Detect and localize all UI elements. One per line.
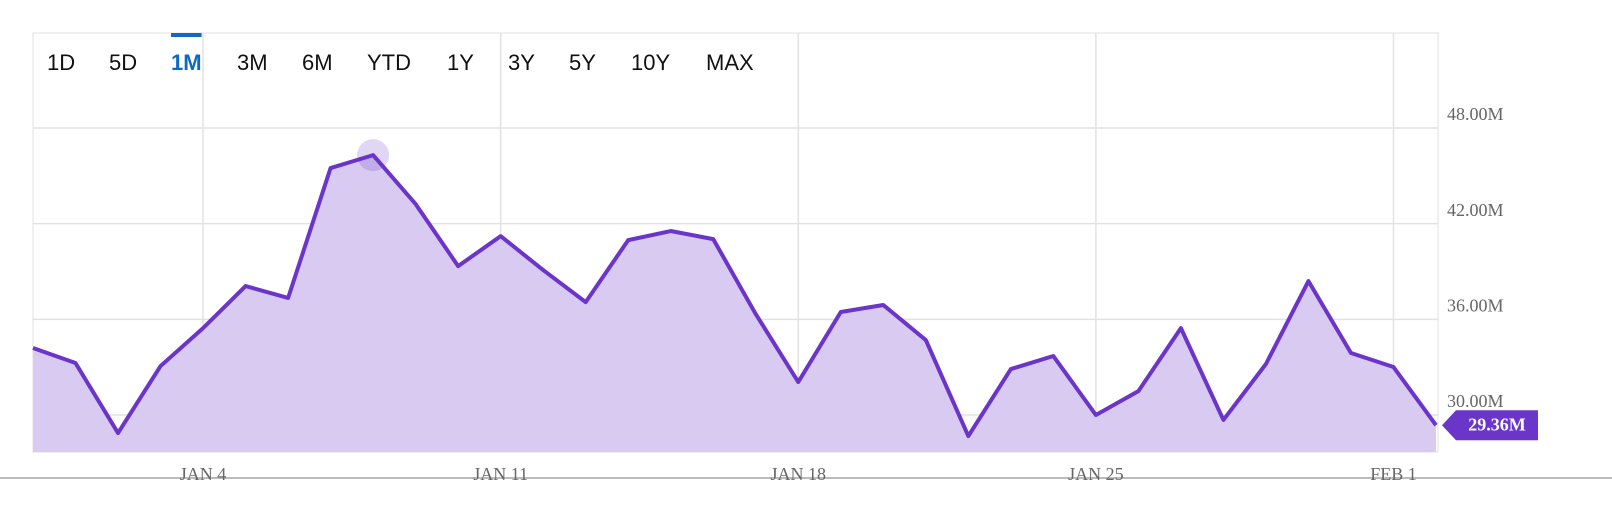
value-label-bg [1442, 410, 1538, 441]
range-button[interactable]: YTD [367, 50, 411, 75]
value-label: 29.36M [1468, 414, 1526, 434]
range-button[interactable]: 1Y [447, 50, 474, 75]
range-button[interactable]: 5Y [569, 50, 596, 75]
x-tick-label: FEB 1 [1370, 464, 1417, 484]
x-tick-label: JAN 4 [180, 464, 227, 484]
range-button[interactable]: 6M [302, 50, 333, 75]
y-tick-label: 36.00M [1447, 295, 1504, 315]
range-button[interactable]: 3M [237, 50, 268, 75]
range-button[interactable]: 1D [47, 50, 75, 75]
y-tick-label: 48.00M [1447, 104, 1504, 124]
range-indicator [171, 33, 202, 37]
y-tick-label: 42.00M [1447, 200, 1504, 220]
y-tick-label: 30.00M [1447, 391, 1504, 411]
x-tick-label: JAN 25 [1068, 464, 1124, 484]
line [32, 153, 1438, 439]
hover-point [357, 139, 390, 172]
range-button[interactable]: 5D [109, 50, 137, 75]
range-button[interactable]: 3Y [508, 50, 535, 75]
range-button[interactable]: 10Y [631, 50, 670, 75]
range-button[interactable]: MAX [706, 50, 754, 75]
area-fill [33, 155, 1436, 453]
x-tick-label: JAN 18 [771, 464, 827, 484]
x-tick-label: JAN 11 [473, 464, 528, 484]
range-button[interactable]: 1M [171, 50, 202, 75]
